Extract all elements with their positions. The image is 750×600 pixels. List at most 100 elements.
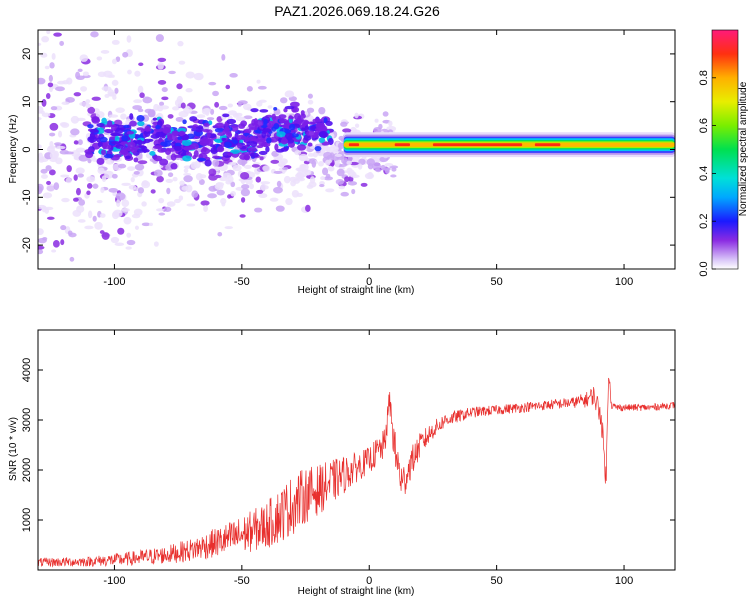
spectrogram-blob [242,103,252,111]
spectrogram-blob [367,163,374,170]
spectrogram-blob [253,138,262,142]
spectrogram-blob [142,96,153,104]
spectrogram-blob [87,106,96,114]
spectrogram-blob [144,129,151,138]
spectrogram-blob [173,145,182,151]
spectrogram-blob [239,154,249,160]
spectrogram-blob [273,107,278,111]
spectrogram-blob [41,35,50,43]
spectrogram-blob [144,125,151,132]
spectrogram-blob [78,199,86,206]
spectrogram-blob [157,148,166,153]
spectrogram-blob [65,96,75,103]
spectrogram-blob [96,157,105,165]
spectrogram-blob [73,140,79,145]
spectrogram-blob [159,105,170,110]
spectrogram-blob [203,205,208,213]
spectrogram-blob [171,151,176,155]
spectrogram-blob [113,154,122,158]
spectrogram-blob [49,62,55,69]
spectrogram-blob [54,142,62,146]
spectrogram-blob [178,60,186,65]
spectrogram-blob [268,120,274,128]
spectrogram-blob [297,144,307,151]
spectrogram-blob [266,137,272,144]
spectrogram-blob [173,198,181,204]
spectrogram-blob [137,120,145,127]
spectrogram-blob [101,175,107,182]
spectrogram-blob [60,174,70,178]
spectrogram-blob [38,228,44,236]
spectrogram-blob [206,117,215,121]
spectrogram-blob [183,175,193,183]
spectrogram-blob [283,175,291,184]
snr-line [38,377,675,568]
spectrogram-blob [203,122,210,127]
spectrogram-blob [147,109,154,118]
spectrogram-blob [281,123,291,129]
spectrogram-blob [59,40,65,46]
spectrogram-blob [250,140,258,148]
spectrogram-blob [97,167,105,174]
spectrogram-blob [85,151,94,159]
spectrogram-blob [73,92,82,97]
spectrogram-blob [138,62,144,67]
spectrogram-blob [40,168,48,174]
spectrogram-blob [240,171,250,180]
spectrogram-blob [226,118,237,125]
spectrogram-blob [134,70,141,77]
spectrogram-blob [139,92,145,99]
spectrogram-blob [289,123,296,131]
spectrogram-y-tick-label: 20 [21,48,33,60]
spectrogram-blob [86,182,93,189]
spectrogram-blob [230,125,239,132]
spectrogram-blob [157,61,164,70]
spectrogram-blob [129,120,137,127]
colorbar-ticks: 0.0 0.2 0.4 0.6 0.8 [698,70,716,277]
spectrogram-blob [284,132,295,140]
spectrogram-blob [110,132,121,137]
spectrogram-blob [272,116,282,120]
spectrogram-blob [49,151,58,160]
spectrogram-blob [40,174,48,179]
spectrogram-blob [110,74,115,78]
spectrogram-blob [41,112,51,118]
spectrogram-blob [230,149,241,154]
spectrogram-blob [325,159,331,166]
spectrogram-blob [101,149,107,156]
spectrogram-blob [269,197,279,202]
spectrogram-blob [149,151,156,156]
spectrogram-blob [41,99,47,107]
spectrogram-blob [153,155,163,162]
spectrogram-blob [75,167,85,174]
spectrogram-blob [255,176,262,183]
spectrogram-blob [150,134,160,139]
spectrogram-blob [57,130,63,138]
spectrogram-blob [85,103,91,109]
spectrogram-blob [127,69,132,75]
spectrogram-blob [100,49,110,54]
spectrogram-blob [69,256,75,262]
spectrogram-blob [111,173,118,179]
spectrogram-blob [67,230,73,236]
spectrogram-blob [126,232,132,238]
spectrogram-blob [390,174,397,178]
spectrogram-blob [104,93,110,98]
spectrogram-blob [344,176,350,183]
spectrogram-blob [134,225,139,230]
spectrogram-blob [178,130,186,137]
spectrogram-blob [158,212,166,216]
spectrogram-blob [190,143,199,150]
spectrogram-blob [49,169,56,176]
spectrogram-blob [156,175,164,183]
spectrogram-blob [312,151,319,158]
spectrogram-blob [64,151,74,155]
spectrogram-blob [84,225,94,230]
spectrogram-blob [237,123,246,129]
spectrogram-blob [121,208,130,212]
spectrogram-blob [103,129,112,133]
spectrogram-blob [148,222,153,227]
spectrogram-blob [77,139,83,146]
spectrogram-blob [307,152,315,157]
colorbar-tick-label: 0.2 [698,214,710,229]
